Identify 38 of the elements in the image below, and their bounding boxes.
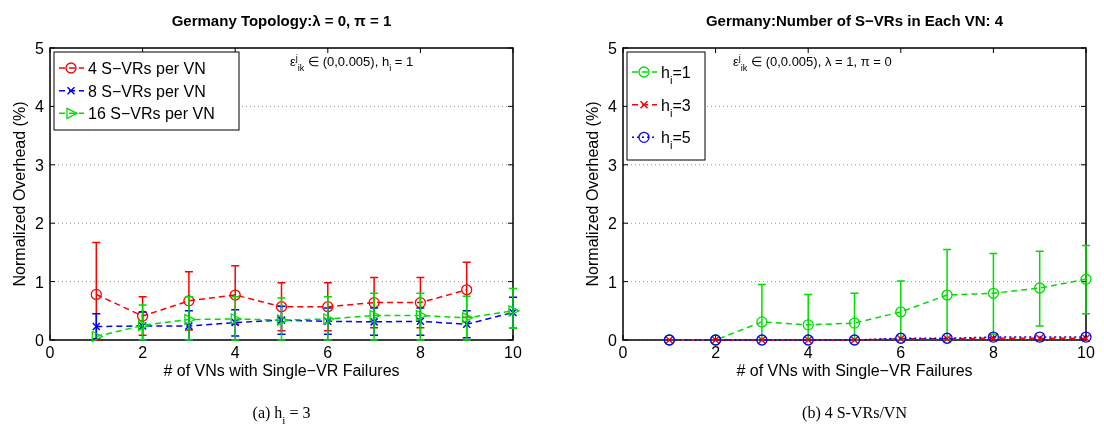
y-axis-title: Normalized Overhead (%)	[11, 101, 28, 287]
legend-label: h$_{i}$=3	[661, 96, 691, 119]
y-axis-title: Normalized Overhead (%)	[584, 101, 601, 287]
y-tick-label: 1	[608, 273, 618, 291]
x-axis-title: # of VNs with Single−VR Failures	[163, 362, 400, 379]
y-tick-label: 4	[35, 98, 45, 116]
y-tick-label: 0	[608, 332, 618, 349]
y-tick-label: 3	[35, 156, 45, 174]
legend-label: h$_{i}$=1	[661, 64, 691, 86]
x-tick-label: 2	[138, 344, 148, 361]
chart-title: Germany:Number of S−VRs in Each VN: 4	[705, 12, 1004, 29]
x-tick-label: 8	[415, 344, 425, 361]
y-tick-label: 5	[608, 40, 618, 57]
x-tick-label: 4	[803, 344, 813, 361]
x-tick-label: 10	[504, 344, 522, 361]
x-tick-label: 4	[230, 344, 240, 361]
x-tick-label: 6	[323, 344, 333, 361]
y-tick-label: 1	[35, 273, 45, 291]
legend-label: 16 S−VRs per VN	[88, 105, 215, 123]
legend-label: 8 S−VRs per VN	[88, 82, 206, 100]
legend-label: 4 S−VRs per VN	[88, 60, 206, 77]
y-tick-label: 2	[608, 215, 618, 233]
x-axis-title: # of VNs with Single−VR Failures	[736, 362, 973, 379]
x-tick-label: 6	[896, 344, 906, 361]
x-tick-label: 8	[988, 344, 998, 361]
annotation: ε$^{j}$$_{ik}$ ∈ (0,0.005), h$_{i}$ = 1	[290, 53, 414, 73]
y-tick-label: 0	[35, 332, 45, 349]
text: (b) 4 S-VRs/VN	[802, 404, 908, 422]
x-tick-label: 10	[1077, 344, 1095, 361]
y-tick-label: 4	[608, 98, 618, 116]
chart-title: Germany Topology:λ = 0, π = 1	[171, 12, 392, 29]
annotation: ε$^{j}$$_{ik}$ ∈ (0,0.005), λ = 1, π = 0	[733, 53, 892, 73]
legend-label: h$_{i}$=5	[661, 129, 691, 152]
y-tick-label: 5	[35, 40, 45, 57]
y-tick-label: 3	[608, 156, 618, 174]
x-tick-label: 2	[711, 344, 721, 361]
y-tick-label: 2	[35, 215, 45, 233]
text: (a) h$_{i}$ = 3	[252, 404, 311, 426]
